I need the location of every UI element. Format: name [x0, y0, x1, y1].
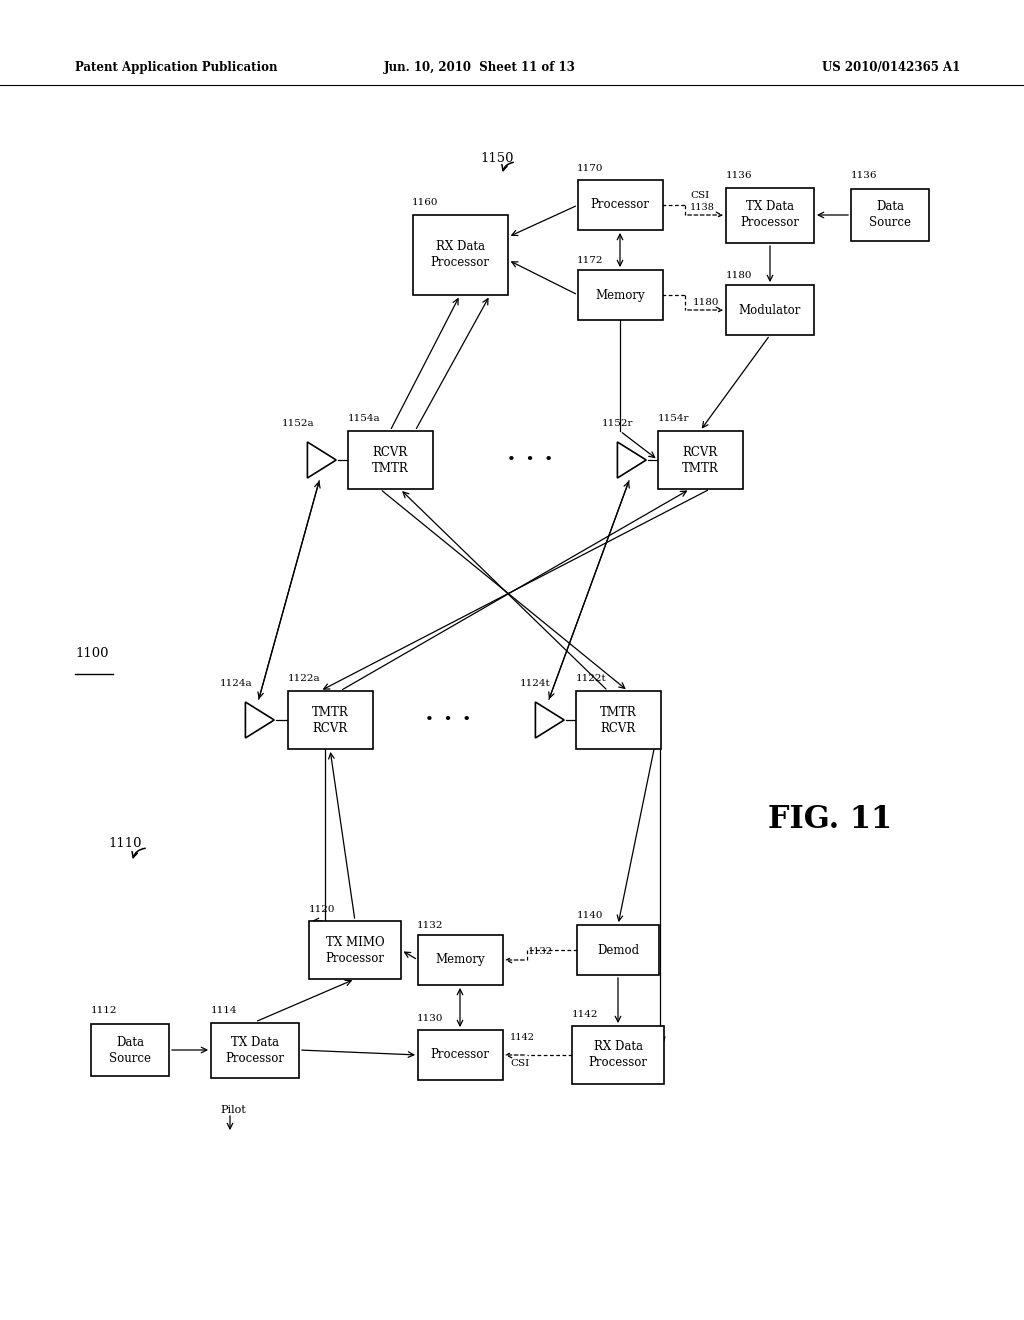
Text: RX Data
Processor: RX Data Processor [589, 1040, 647, 1069]
Bar [91, 1024, 169, 1076]
Text: TX Data
Processor: TX Data Processor [225, 1035, 285, 1064]
Bar [851, 189, 929, 242]
Text: 1100: 1100 [75, 647, 109, 660]
Bar [577, 925, 659, 975]
Text: Patent Application Publication: Patent Application Publication [75, 62, 278, 74]
Text: 1114: 1114 [211, 1006, 238, 1015]
Text: 1130: 1130 [417, 1014, 443, 1023]
Text: 1170: 1170 [577, 164, 603, 173]
Text: 1152r: 1152r [602, 418, 634, 428]
Bar [418, 935, 503, 985]
Text: 1180: 1180 [726, 271, 753, 280]
Text: Memory: Memory [595, 289, 645, 301]
Bar [288, 690, 373, 748]
Text: 1132: 1132 [528, 948, 553, 957]
Bar [347, 432, 432, 488]
Text: •  •  •: • • • [425, 713, 471, 727]
Text: Modulator: Modulator [738, 304, 801, 317]
Bar [211, 1023, 299, 1077]
Text: TMTR
RCVR: TMTR RCVR [311, 705, 348, 734]
Text: Data
Source: Data Source [869, 201, 911, 230]
Text: 1110: 1110 [108, 837, 141, 850]
Text: 1132: 1132 [417, 921, 443, 931]
Text: Pilot: Pilot [220, 1105, 246, 1115]
Text: RCVR
TMTR: RCVR TMTR [682, 446, 719, 474]
Text: RCVR
TMTR: RCVR TMTR [372, 446, 409, 474]
Bar [726, 285, 814, 335]
Text: 1122a: 1122a [288, 675, 321, 682]
Text: 1136: 1136 [851, 172, 878, 180]
Text: RX Data
Processor: RX Data Processor [430, 240, 489, 269]
Text: 1150: 1150 [480, 152, 513, 165]
Text: 1138: 1138 [690, 203, 715, 213]
Text: Memory: Memory [435, 953, 484, 966]
Bar [575, 690, 660, 748]
Text: 1136: 1136 [726, 172, 753, 180]
Text: 1172: 1172 [577, 256, 603, 265]
Text: TMTR
RCVR: TMTR RCVR [600, 705, 636, 734]
Text: 1180: 1180 [693, 298, 720, 308]
Text: FIG. 11: FIG. 11 [768, 804, 892, 836]
Text: TX MIMO
Processor: TX MIMO Processor [326, 936, 384, 965]
Text: Data
Source: Data Source [109, 1035, 151, 1064]
Text: 1122t: 1122t [575, 675, 607, 682]
Text: 1124a: 1124a [220, 678, 253, 688]
Bar [578, 271, 663, 319]
Text: Processor: Processor [430, 1048, 489, 1061]
Text: CSI: CSI [510, 1059, 529, 1068]
Bar [418, 1030, 503, 1080]
Bar [413, 215, 508, 294]
Text: 1142: 1142 [510, 1034, 535, 1041]
Bar [726, 187, 814, 243]
Text: CSI: CSI [690, 191, 710, 201]
Bar [578, 180, 663, 230]
Bar [657, 432, 742, 488]
Text: 1112: 1112 [91, 1006, 118, 1015]
Text: Processor: Processor [591, 198, 649, 211]
Text: US 2010/0142365 A1: US 2010/0142365 A1 [821, 62, 961, 74]
Text: 1142: 1142 [572, 1010, 598, 1019]
Text: •  •  •: • • • [507, 453, 553, 467]
Text: 1120: 1120 [309, 906, 336, 913]
Text: 1154r: 1154r [658, 414, 689, 422]
Text: Jun. 10, 2010  Sheet 11 of 13: Jun. 10, 2010 Sheet 11 of 13 [384, 62, 575, 74]
Text: 1160: 1160 [412, 198, 438, 207]
Text: 1152a: 1152a [282, 418, 314, 428]
Bar [572, 1026, 664, 1084]
Text: 1124t: 1124t [520, 678, 551, 688]
Text: TX Data
Processor: TX Data Processor [740, 201, 800, 230]
Text: Demod: Demod [597, 944, 639, 957]
Bar [309, 921, 401, 979]
Text: 1154a: 1154a [348, 414, 381, 422]
Text: 1140: 1140 [577, 911, 603, 920]
